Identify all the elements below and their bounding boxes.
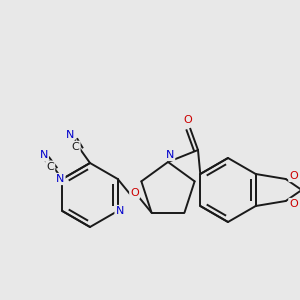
Text: N: N <box>166 150 174 160</box>
Text: O: O <box>289 199 298 209</box>
Text: O: O <box>184 115 192 125</box>
Text: C: C <box>46 162 54 172</box>
Text: N: N <box>40 150 48 160</box>
Text: N: N <box>65 130 74 140</box>
Text: O: O <box>130 188 139 198</box>
Text: N: N <box>56 174 64 184</box>
Text: O: O <box>289 171 298 181</box>
Text: N: N <box>116 206 124 216</box>
Text: C: C <box>72 142 80 152</box>
